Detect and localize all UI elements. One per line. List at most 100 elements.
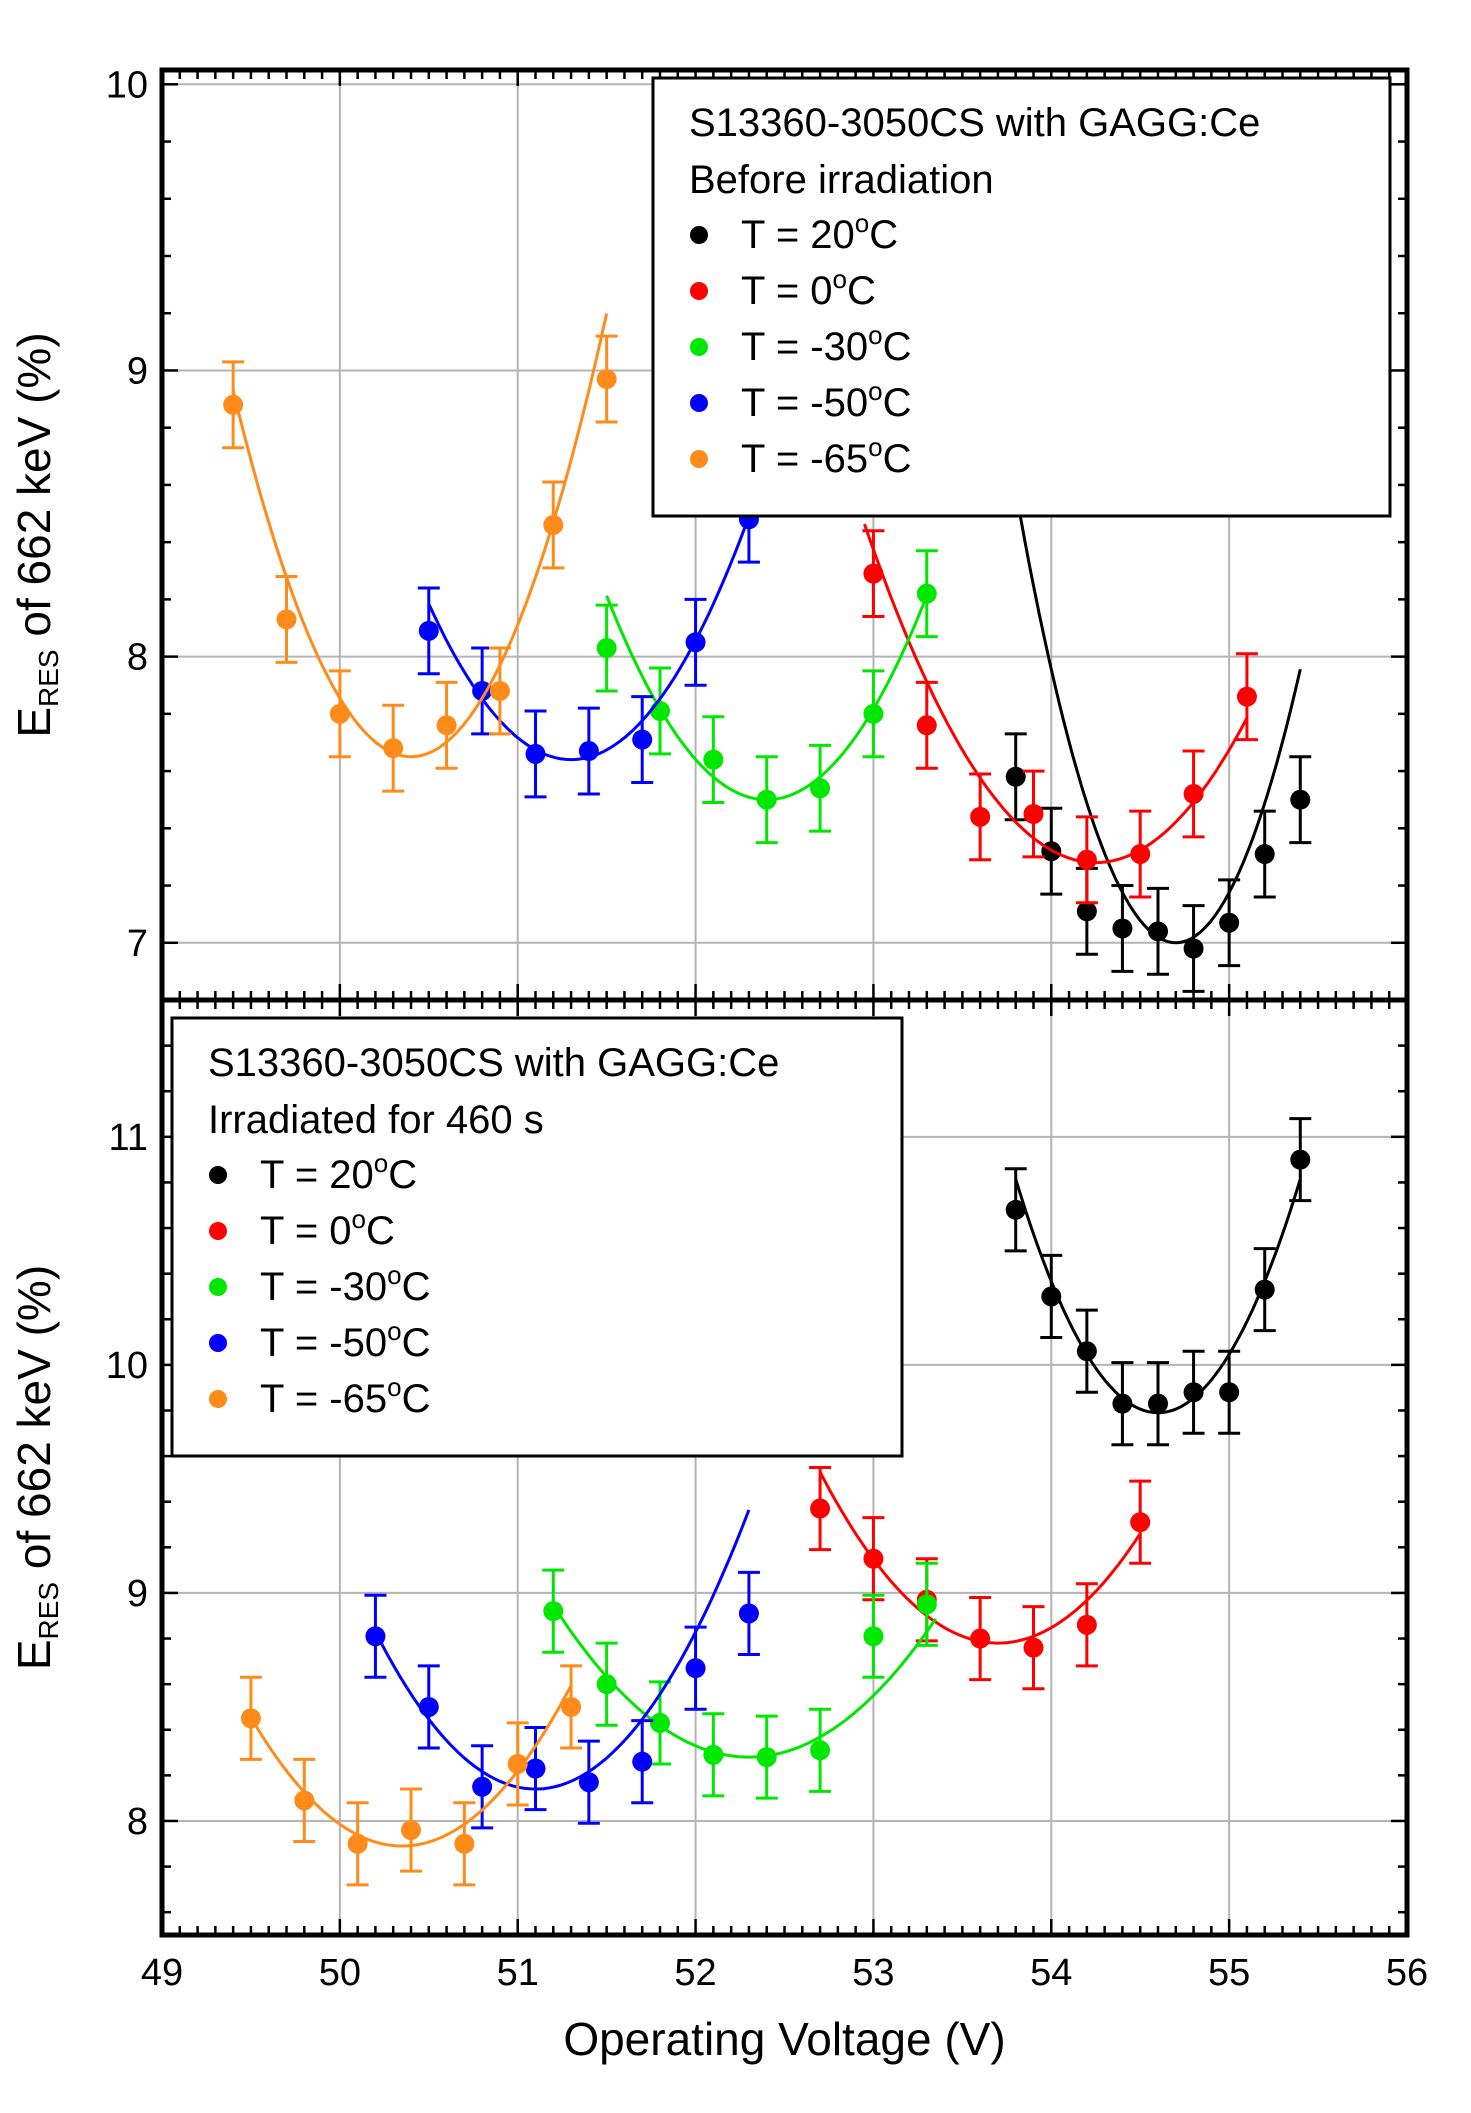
data-point	[1076, 849, 1097, 870]
data-point	[1254, 1279, 1275, 1300]
data-point	[329, 703, 350, 724]
x-tick-label: 50	[319, 1952, 361, 1994]
data-point	[1219, 1382, 1240, 1403]
y-axis-label-sub: RES	[33, 1582, 64, 1640]
legend-marker	[690, 338, 708, 356]
data-point	[1112, 1393, 1133, 1414]
legend-title-line: Irradiated for 460 s	[208, 1098, 544, 1142]
data-point	[863, 1626, 884, 1647]
legend-entry: T = 20oC	[741, 208, 898, 257]
fit-curve	[374, 1509, 751, 1791]
legend-entry-sup: o	[868, 320, 882, 350]
y-tick-label: 10	[106, 64, 148, 106]
legend-entry-tail: C	[883, 381, 912, 425]
data-point	[1005, 766, 1026, 787]
data-point	[418, 1696, 439, 1717]
legend-entry-tail: C	[402, 1265, 431, 1309]
data-point	[1076, 1341, 1097, 1362]
legend-marker	[209, 1390, 227, 1408]
legend-entry-name: T = -65	[260, 1377, 387, 1421]
legend-box	[170, 1016, 904, 1458]
data-point	[561, 1696, 582, 1717]
legend-entry-sup: o	[352, 1204, 366, 1234]
data-point	[738, 1603, 759, 1624]
x-tick-label: 56	[1386, 1952, 1428, 1994]
x-axis-label: Operating Voltage (V)	[563, 2013, 1005, 2065]
x-tick-label: 49	[141, 1952, 183, 1994]
legend-entry-sup: o	[374, 1148, 388, 1178]
y-axis-label-main: E	[8, 1639, 60, 1670]
data-point	[365, 1626, 386, 1647]
series-2	[542, 1561, 938, 1800]
data-point	[863, 703, 884, 724]
data-point	[596, 638, 617, 659]
series-1	[862, 523, 1258, 905]
legend-entry-name: T = -65	[741, 437, 868, 481]
legend-entry-sup: o	[855, 208, 869, 238]
legend-entry: T = 0oC	[260, 1204, 395, 1253]
data-point	[916, 583, 937, 604]
legend-entry-name: T = -50	[260, 1321, 387, 1365]
data-point	[507, 1753, 528, 1774]
legend-entry-tail: C	[388, 1153, 417, 1197]
legend-entry-name: T = 0	[260, 1209, 352, 1253]
data-point	[685, 632, 706, 653]
data-point	[685, 1658, 706, 1679]
y-axis-label-rest: of 662 keV (%)	[8, 1265, 60, 1582]
data-point	[578, 741, 599, 762]
panel-top: 7 8 9 10 ERES of 662 keV (%) S13360-3050CS wi…	[8, 64, 1410, 1003]
legend-entry-sup: o	[387, 1260, 401, 1290]
x-tick-label: 54	[1030, 1952, 1072, 1994]
data-point	[472, 1776, 493, 1797]
legend: S13360-3050CS with GAGG:Ce Before irradia…	[651, 76, 1392, 518]
fit-curve	[1014, 490, 1302, 945]
series-0	[1004, 490, 1312, 993]
data-point	[578, 1772, 599, 1793]
legend-entry: T = -65oC	[260, 1372, 430, 1421]
data-point	[1076, 1614, 1097, 1635]
panel-bottom: 8 9 10 11 49 50 51 52 53 54 55 56 Operating Voltage …	[8, 997, 1428, 2065]
legend-entry-name: T = -30	[741, 325, 868, 369]
legend-marker	[209, 1334, 227, 1352]
data-point	[916, 1594, 937, 1615]
legend-entry-tail: C	[402, 1321, 431, 1365]
x-tick-label: 52	[674, 1952, 716, 1994]
legend-entry-sup: o	[387, 1372, 401, 1402]
legend-entry-name: T = -50	[741, 381, 868, 425]
legend-entry-tail: C	[402, 1377, 431, 1421]
data-point	[1148, 921, 1168, 942]
panel-frame	[159, 997, 1410, 1938]
y-tick-label: 7	[127, 923, 148, 965]
legend-entry-name: T = 0	[741, 269, 833, 313]
data-point	[703, 1744, 724, 1765]
data-point	[1148, 1393, 1168, 1414]
data-point	[436, 715, 457, 736]
data-point	[543, 514, 564, 535]
legend-entry: T = -30oC	[741, 320, 911, 369]
x-tick-label: 51	[497, 1952, 539, 1994]
series-4	[239, 1664, 583, 1887]
data-point	[1112, 918, 1133, 939]
legend-entry: T = -50oC	[260, 1316, 430, 1365]
y-axis-label-sub: RES	[33, 649, 64, 707]
data-point	[916, 715, 937, 736]
data-point	[810, 1740, 831, 1761]
legend-title-line: S13360-3050CS with GAGG:Ce	[208, 1041, 779, 1085]
data-point	[472, 680, 493, 701]
series-1	[809, 1466, 1152, 1691]
y-tick-label: 10	[106, 1345, 148, 1387]
y-axis-label: ERES of 662 keV (%)	[8, 332, 64, 737]
legend-marker	[690, 450, 708, 468]
legend: S13360-3050CS with GAGG:Ce Irradiated for…	[170, 1016, 904, 1458]
data-point	[383, 738, 404, 759]
data-point	[863, 1548, 884, 1569]
legend-marker	[690, 394, 708, 412]
data-point	[294, 1790, 315, 1811]
legend-entry-sup: o	[833, 264, 847, 294]
data-point	[632, 1751, 653, 1772]
data-point	[596, 369, 617, 390]
data-point	[347, 1833, 368, 1854]
legend-entry-sup: o	[868, 432, 882, 462]
